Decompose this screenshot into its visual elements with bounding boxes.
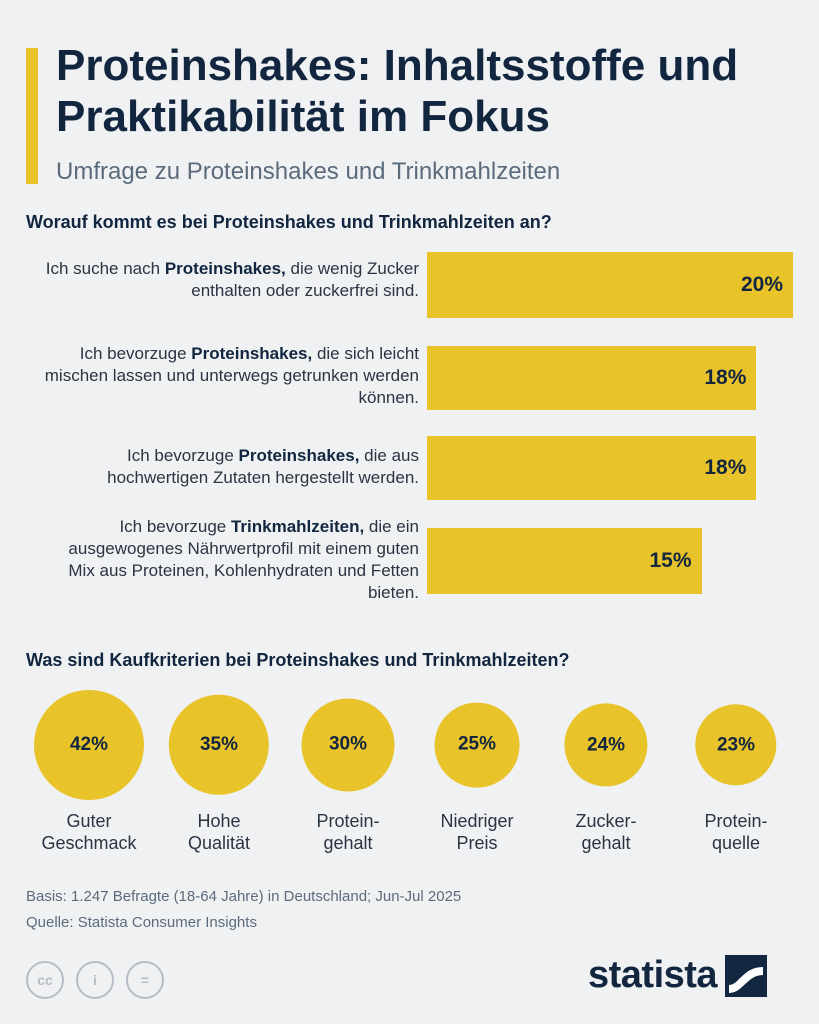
bubble-item: 24% Zucker- gehalt <box>541 690 671 853</box>
title-accent-bar <box>26 48 38 184</box>
bar-label-text: die aus hochwertigen Zutaten hergestellt… <box>107 446 419 487</box>
bar-chart-title: Worauf kommt es bei Proteinshakes und Tr… <box>26 212 552 232</box>
bar: 15% <box>427 528 702 594</box>
basis-note: Basis: 1.247 Befragte (18-64 Jahre) in D… <box>26 888 462 905</box>
bubble: 42% <box>34 690 144 800</box>
bubble: 30% <box>301 698 395 792</box>
bar-label-emphasis: Trinkmahlzeiten, <box>230 517 365 536</box>
bubble-category-label: Zucker- gehalt <box>575 811 637 853</box>
equals-icon[interactable]: = <box>126 961 164 999</box>
bubble-chart-title: Was sind Kaufkriterien bei Proteinshakes… <box>26 650 570 670</box>
bubble-value-label: 35% <box>199 734 239 755</box>
cc-icon[interactable]: cc <box>26 961 64 999</box>
bubble-category-label: Protein- quelle <box>704 811 768 853</box>
statista-mark-icon <box>725 954 768 997</box>
bar-label: Ich bevorzuge Trinkmahlzeiten, die ein a… <box>39 516 419 604</box>
bar-label-text: Ich bevorzuge <box>126 446 239 465</box>
bubble-value-label: 30% <box>328 733 368 755</box>
bubble-item: 25% Niedriger Preis <box>412 690 542 853</box>
bar-value-label: 15% <box>649 549 692 572</box>
bubble: 23% <box>695 704 777 786</box>
bar: 18% <box>427 436 757 500</box>
bar-label: Ich bevorzuge Proteinshakes, die sich le… <box>39 343 419 409</box>
bubble-item: 23% Protein- quelle <box>671 690 801 853</box>
bar-label-text: Ich suche nach <box>45 259 165 278</box>
bubble-item: 35% Hohe Qualität <box>154 690 284 853</box>
person-icon[interactable]: i <box>76 961 114 999</box>
bubble-category-label: Protein- gehalt <box>316 811 380 853</box>
bar: 18% <box>427 346 757 410</box>
bubble-category-label: Niedriger Preis <box>440 811 514 853</box>
bubble-item: 30% Protein- gehalt <box>283 690 413 853</box>
bubble-value-label: 25% <box>457 733 497 755</box>
bar-label: Ich bevorzuge Proteinshakes, die aus hoc… <box>39 445 419 489</box>
page-subtitle: Umfrage zu Proteinshakes und Trinkmahlze… <box>56 158 561 185</box>
bubble-category-label: Guter Geschmack <box>41 811 137 853</box>
statista-logo[interactable]: statista <box>588 954 768 997</box>
bar-label-text: die wenig Zucker enthalten oder zuckerfr… <box>191 259 419 300</box>
page-title: Proteinshakes: Inhaltsstoffe und Praktik… <box>56 41 739 141</box>
bar-value-label: 18% <box>704 456 747 479</box>
bubble-value-label: 24% <box>586 733 626 755</box>
bubble: 25% <box>434 702 520 788</box>
bar-label-text: Ich bevorzuge <box>119 517 231 536</box>
bar-label-emphasis: Proteinshakes, <box>164 259 286 278</box>
bubble-item: 42% Guter Geschmack <box>24 690 154 853</box>
bar: 20% <box>427 252 793 318</box>
bar-label: Ich suche nach Proteinshakes, die wenig … <box>39 258 419 302</box>
source-note: Quelle: Statista Consumer Insights <box>26 914 257 931</box>
bar-value-label: 20% <box>740 273 783 296</box>
bar-label-text: die sich leicht mischen lassen und unter… <box>44 344 419 407</box>
bubble-value-label: 23% <box>716 733 756 755</box>
bubble: 35% <box>168 694 270 796</box>
bubble: 24% <box>564 703 648 787</box>
brand-name: statista <box>588 954 718 996</box>
bubble-category-label: Hohe Qualität <box>187 811 251 853</box>
bar-label-text: die ein ausgewogenes Nährwertprofil mit … <box>68 517 419 602</box>
bubble-value-label: 42% <box>69 734 109 755</box>
bar-label-emphasis: Proteinshakes, <box>191 344 313 363</box>
bar-label-emphasis: Proteinshakes, <box>238 446 360 465</box>
bar-value-label: 18% <box>704 366 747 389</box>
bar-label-text: Ich bevorzuge <box>79 344 192 363</box>
